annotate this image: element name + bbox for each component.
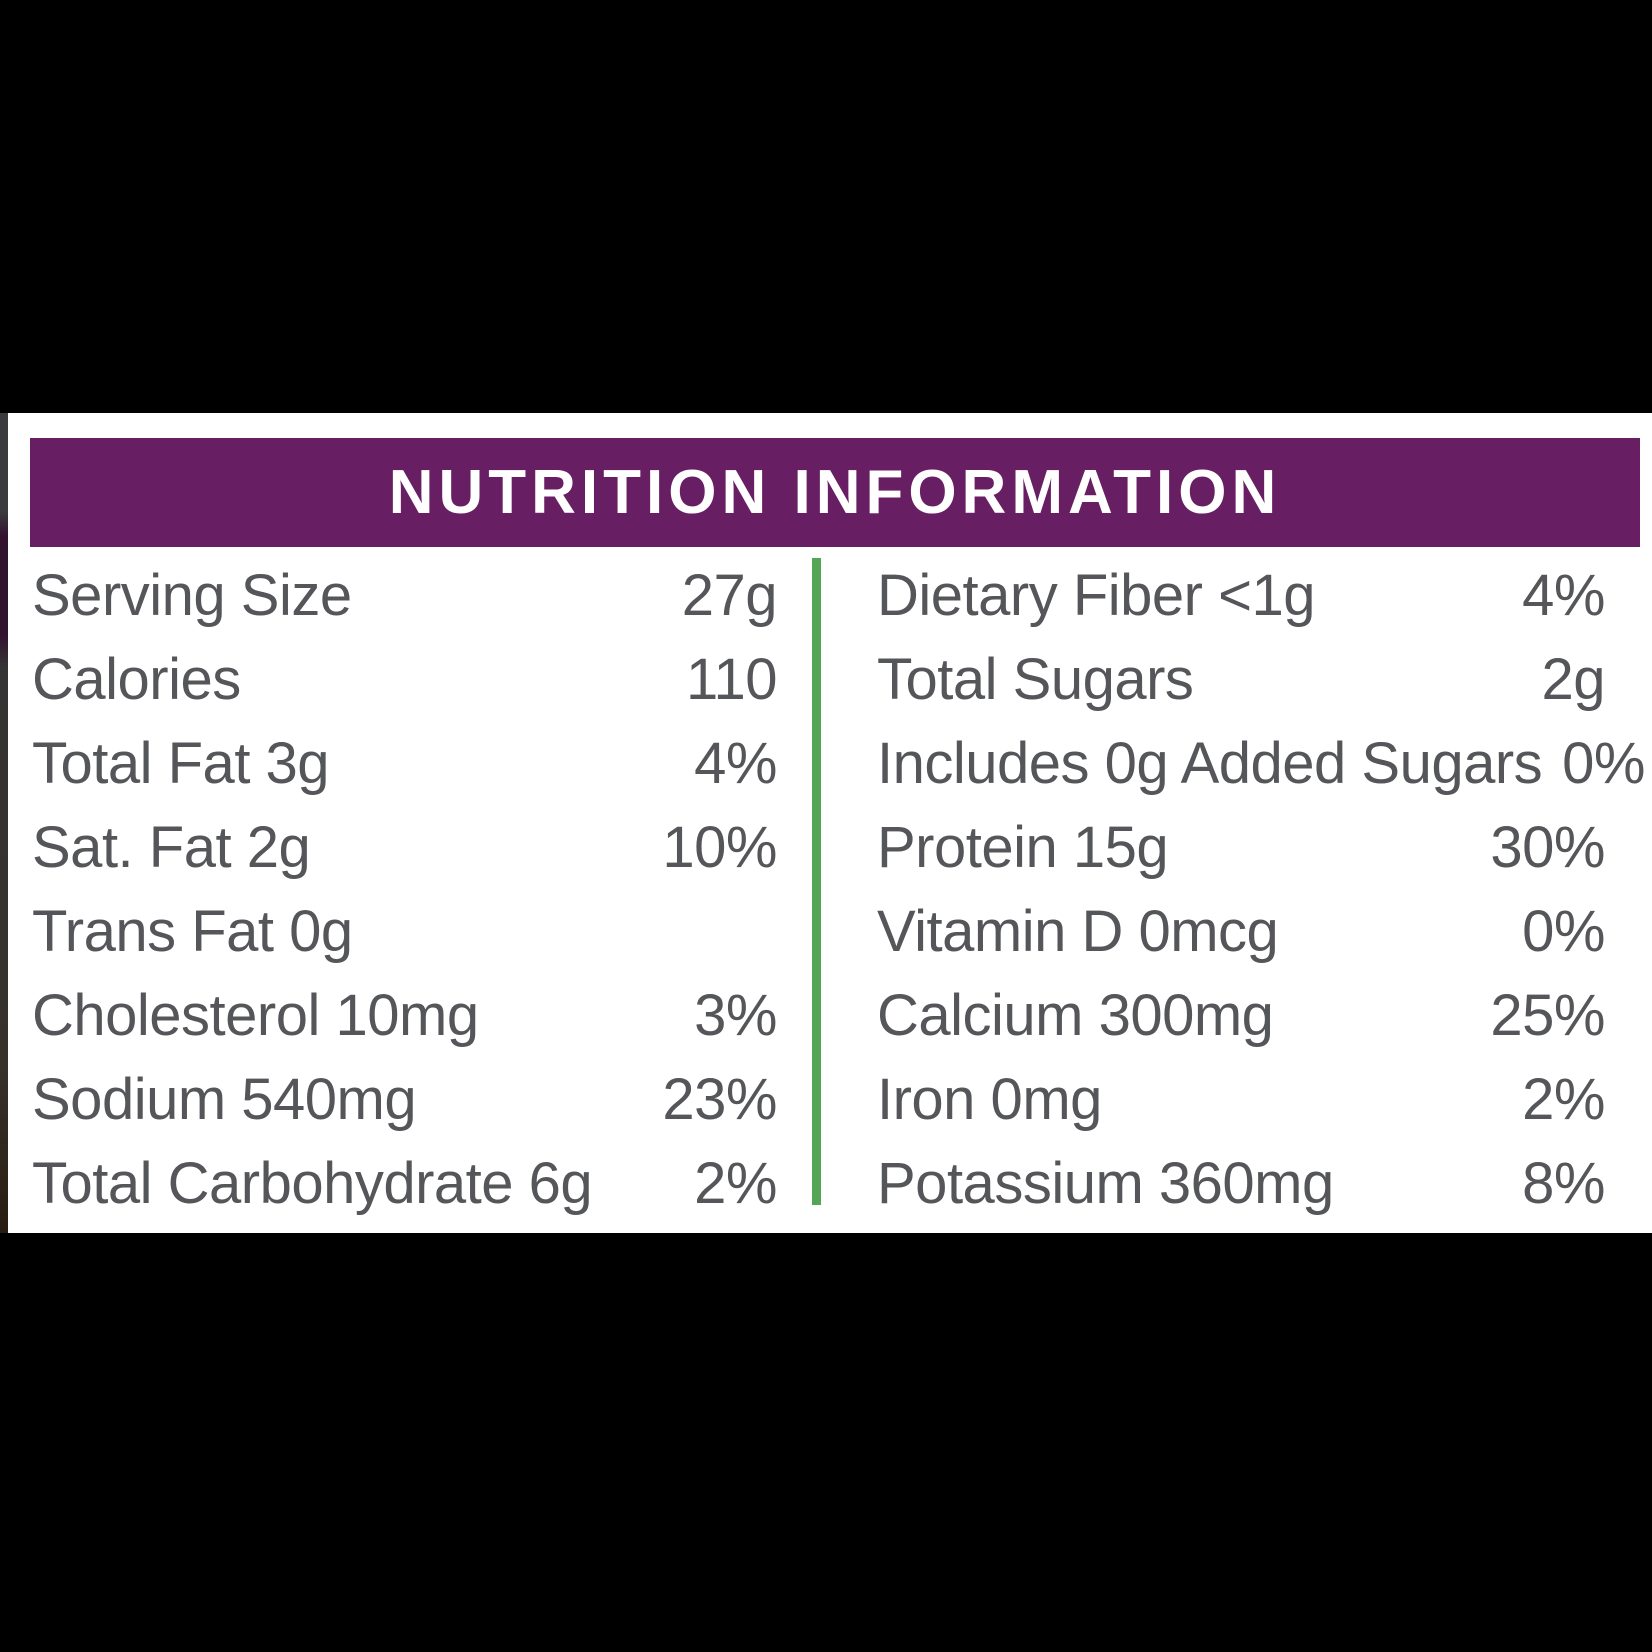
- nutrient-value: 4%: [1522, 562, 1605, 628]
- nutrient-row-trans-fat: Trans Fat 0g: [32, 889, 777, 973]
- nutrient-row-sat-fat: Sat. Fat 2g 10%: [32, 805, 777, 889]
- nutrient-row-calories: Calories 110: [32, 637, 777, 721]
- nutrient-label: Calories: [32, 646, 241, 712]
- nutrient-value: 0%: [1522, 898, 1605, 964]
- nutrient-row-vitamin-d: Vitamin D 0mcg 0%: [877, 889, 1605, 973]
- nutrient-value: 30%: [1490, 814, 1605, 880]
- nutrient-value: 3%: [694, 982, 777, 1048]
- nutrient-row-potassium: Potassium 360mg 8%: [877, 1141, 1605, 1225]
- header-bar: NUTRITION INFORMATION: [30, 438, 1640, 547]
- right-column: Dietary Fiber <1g 4% Total Sugars 2g Inc…: [877, 553, 1645, 1225]
- nutrient-value: 8%: [1522, 1150, 1605, 1216]
- nutrient-label: Protein 15g: [877, 814, 1169, 880]
- nutrient-value: 110: [686, 646, 777, 712]
- nutrient-label: Cholesterol 10mg: [32, 982, 479, 1048]
- nutrient-label: Trans Fat 0g: [32, 898, 353, 964]
- nutrient-label: Includes 0g Added Sugars: [877, 730, 1543, 796]
- nutrient-value: 2%: [694, 1150, 777, 1216]
- nutrient-row-iron: Iron 0mg 2%: [877, 1057, 1605, 1141]
- nutrient-value: 0%: [1562, 730, 1645, 796]
- panel-title: NUTRITION INFORMATION: [388, 458, 1282, 527]
- nutrient-label: Dietary Fiber <1g: [877, 562, 1315, 628]
- nutrient-row-calcium: Calcium 300mg 25%: [877, 973, 1605, 1057]
- nutrient-row-serving-size: Serving Size 27g: [32, 553, 778, 637]
- nutrient-label: Sat. Fat 2g: [32, 814, 311, 880]
- nutrient-row-total-carbohydrate: Total Carbohydrate 6g 2%: [32, 1141, 777, 1225]
- nutrient-label: Total Fat 3g: [32, 730, 330, 796]
- nutrient-label: Total Carbohydrate 6g: [32, 1150, 593, 1216]
- nutrient-label: Sodium 540mg: [32, 1066, 417, 1132]
- nutrient-label: Serving Size: [32, 562, 352, 628]
- photo-edge-strip: [0, 413, 8, 1233]
- nutrient-value: 27g: [681, 562, 778, 628]
- nutrient-value: 10%: [662, 814, 777, 880]
- nutrient-row-added-sugars: Includes 0g Added Sugars 0%: [877, 721, 1645, 805]
- column-divider: [812, 558, 821, 1205]
- nutrient-label: Calcium 300mg: [877, 982, 1274, 1048]
- nutrient-value: 23%: [662, 1066, 777, 1132]
- nutrient-value: 2%: [1522, 1066, 1605, 1132]
- left-column: Serving Size 27g Calories 110 Total Fat …: [32, 553, 778, 1225]
- nutrition-panel: NUTRITION INFORMATION Serving Size 27g C…: [8, 413, 1652, 1233]
- nutrient-row-total-sugars: Total Sugars 2g: [877, 637, 1605, 721]
- nutrient-label: Vitamin D 0mcg: [877, 898, 1279, 964]
- nutrient-value: 4%: [694, 730, 777, 796]
- nutrient-row-protein: Protein 15g 30%: [877, 805, 1605, 889]
- nutrient-label: Total Sugars: [877, 646, 1194, 712]
- nutrient-label: Potassium 360mg: [877, 1150, 1334, 1216]
- nutrient-row-sodium: Sodium 540mg 23%: [32, 1057, 777, 1141]
- nutrient-value: 25%: [1490, 982, 1605, 1048]
- nutrient-row-dietary-fiber: Dietary Fiber <1g 4%: [877, 553, 1605, 637]
- nutrient-row-total-fat: Total Fat 3g 4%: [32, 721, 777, 805]
- nutrient-label: Iron 0mg: [877, 1066, 1102, 1132]
- nutrient-value: 2g: [1541, 646, 1605, 712]
- nutrient-row-cholesterol: Cholesterol 10mg 3%: [32, 973, 777, 1057]
